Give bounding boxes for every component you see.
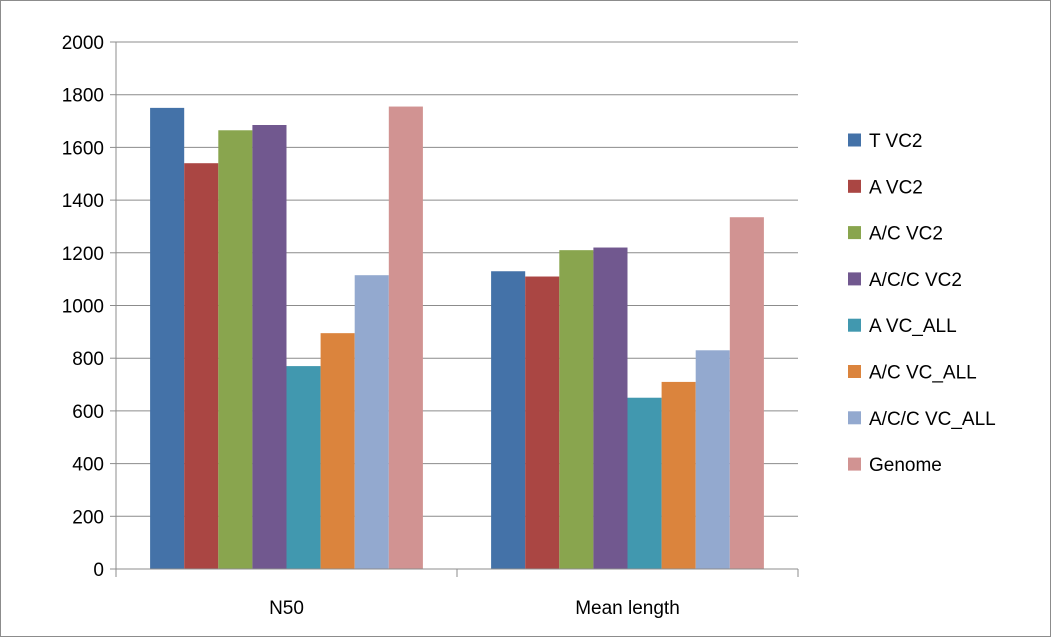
legend: T VC2 A VC2 A/C VC2 A/C/C VC2 A VC_ALL A/C VC… xyxy=(848,131,996,476)
legend-swatch xyxy=(848,318,861,332)
bar-a-c-c-vc2-n50 xyxy=(252,125,287,569)
legend-swatch xyxy=(848,411,861,425)
legend-label: T VC2 xyxy=(869,131,923,152)
bar-a-vc2-n50 xyxy=(184,163,219,569)
bar-a-vc-all-mean-length xyxy=(627,397,662,569)
y-tick-label: 600 xyxy=(72,402,104,423)
x-category-label: N50 xyxy=(269,598,304,619)
y-tick-label: 1800 xyxy=(62,86,104,107)
legend-swatch xyxy=(848,272,861,286)
legend-label: A VC_ALL xyxy=(869,316,957,337)
y-tick-label: 400 xyxy=(72,455,104,476)
legend-swatch xyxy=(848,365,861,378)
legend-label: A/C VC2 xyxy=(869,224,943,245)
bars xyxy=(150,106,764,570)
bar-a-c-vc-all-mean-length xyxy=(661,381,696,569)
bar-a-vc-all-n50 xyxy=(286,366,321,569)
legend-label: A/C/C VC2 xyxy=(869,270,962,291)
bar-a-c-vc-all-n50 xyxy=(320,333,355,569)
y-tick-label: 2000 xyxy=(62,33,104,54)
bar-genome-mean-length xyxy=(729,217,764,570)
y-tick-label: 0 xyxy=(93,560,104,581)
legend-swatch xyxy=(848,226,861,240)
y-tick-label: 1600 xyxy=(62,138,104,159)
y-tick-label: 800 xyxy=(72,349,104,370)
y-tick-label: 200 xyxy=(72,507,104,528)
legend-label: Genome xyxy=(869,455,942,476)
bar-a-c-c-vc2-mean-length xyxy=(593,247,628,569)
bar-a-c-c-vc-all-mean-length xyxy=(695,350,730,569)
bar-t-vc2-n50 xyxy=(150,107,185,569)
bar-t-vc2-mean-length xyxy=(491,271,526,569)
bar-a-c-vc2-n50 xyxy=(218,130,253,569)
y-tick-label: 1200 xyxy=(62,244,104,265)
legend-label: A VC2 xyxy=(869,177,923,198)
bar-genome-n50 xyxy=(388,106,423,570)
legend-swatch xyxy=(848,133,861,147)
y-tick-label: 1000 xyxy=(62,297,104,318)
legend-label: A/C VC_ALL xyxy=(869,363,977,384)
bar-a-c-vc2-mean-length xyxy=(559,250,594,570)
y-tick-label: 1400 xyxy=(62,191,104,212)
x-category-label: Mean length xyxy=(575,598,680,619)
legend-label: A/C/C VC_ALL xyxy=(869,409,996,430)
bar-a-vc2-mean-length xyxy=(525,276,560,569)
bar-a-c-c-vc-all-n50 xyxy=(354,275,389,569)
axes: 0 200 400 600 800 1000 1200 1400 1600 1800 2000 N50… xyxy=(62,33,799,619)
legend-swatch xyxy=(848,457,861,471)
legend-swatch xyxy=(848,179,861,193)
